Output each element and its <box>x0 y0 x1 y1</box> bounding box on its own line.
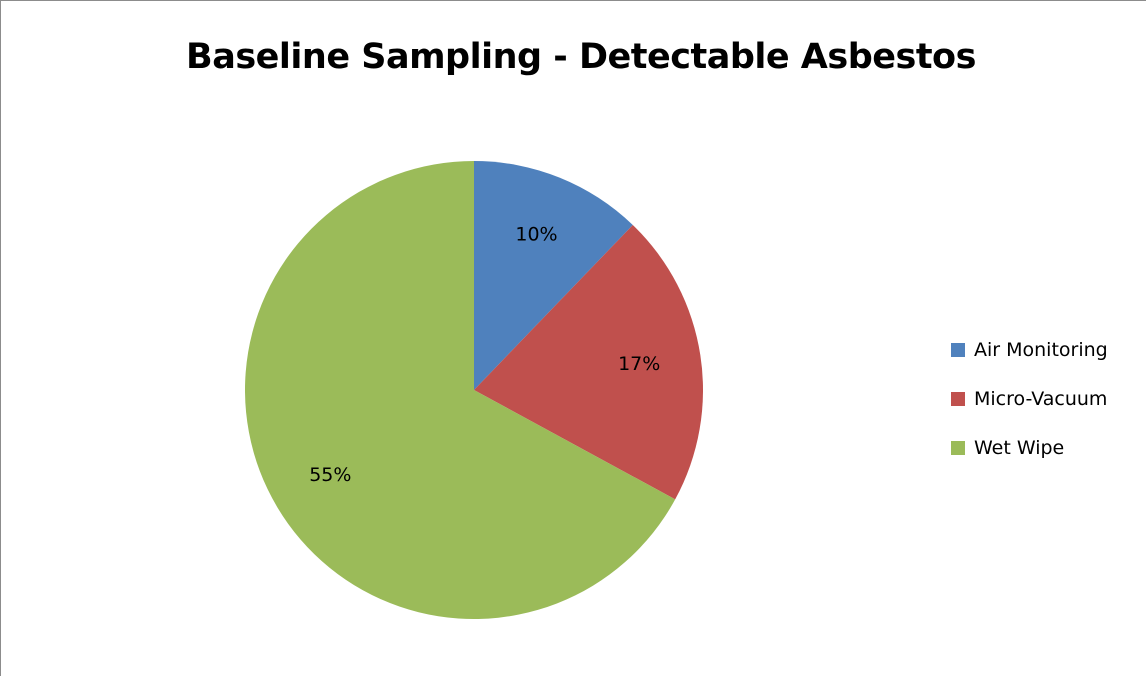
legend-label: Micro-Vacuum <box>974 387 1108 410</box>
legend-label: Air Monitoring <box>974 338 1108 361</box>
pie-slice-wet-wipe <box>244 161 676 619</box>
legend-swatch <box>951 391 965 406</box>
legend: Air Monitoring Micro-Vacuum Wet Wipe <box>951 325 1108 472</box>
legend-label: Wet Wipe <box>974 436 1065 459</box>
legend-swatch <box>951 440 965 455</box>
chart-title: Baseline Sampling - Detectable Asbestos <box>186 37 976 77</box>
pie-slice-air-monitoring <box>474 161 633 390</box>
legend-item-wet-wipe: Wet Wipe <box>951 423 1108 472</box>
pie-slice-micro-vacuum <box>474 225 703 500</box>
data-label-micro-vacuum: 17% <box>618 353 660 375</box>
legend-item-micro-vacuum: Micro-Vacuum <box>951 374 1108 423</box>
legend-item-air-monitoring: Air Monitoring <box>951 325 1108 374</box>
data-label-wet-wipe: 55% <box>309 464 351 486</box>
legend-swatch <box>951 342 965 357</box>
data-label-air-monitoring: 10% <box>515 223 557 245</box>
